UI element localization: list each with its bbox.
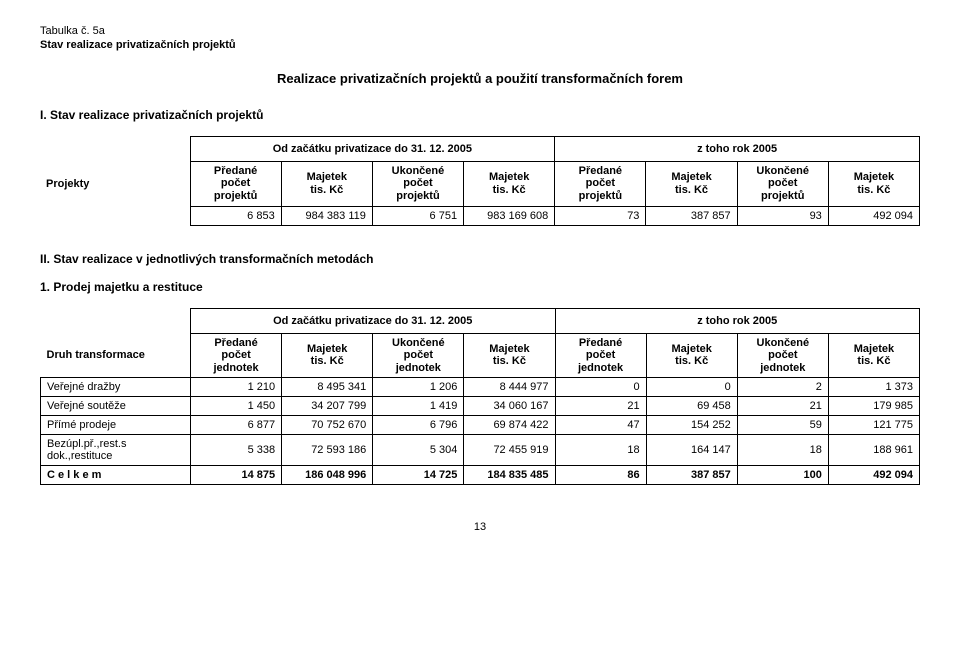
period-a-header: Od začátku privatizace do 31. 12. 2005 [190, 136, 555, 161]
col-head: Předané počet projektů [190, 161, 281, 206]
cell: 18 [737, 435, 828, 466]
cell: 154 252 [646, 416, 737, 435]
table-row: Druh transformace Předané počet jednotek… [41, 333, 920, 378]
col-head: Majetek tis. Kč [646, 333, 737, 378]
col-head: Ukončené počet jednotek [737, 333, 828, 378]
cell: 69 458 [646, 397, 737, 416]
row-label: Projekty [40, 161, 190, 206]
table-row: Od začátku privatizace do 31. 12. 2005 z… [41, 308, 920, 333]
cell: Bezúpl.př.,rest.s dok.,restituce [41, 435, 191, 466]
col-head: Majetek tis. Kč [646, 161, 737, 206]
cell: 70 752 670 [282, 416, 373, 435]
cell: 72 455 919 [464, 435, 555, 466]
cell: 8 495 341 [282, 378, 373, 397]
col-head: Majetek tis. Kč [464, 333, 555, 378]
cell: 184 835 485 [464, 466, 555, 485]
cell: 14 875 [191, 466, 282, 485]
cell: Veřejné dražby [41, 378, 191, 397]
col-head: Majetek tis. Kč [828, 333, 919, 378]
doc-header: Tabulka č. 5a Stav realizace privatizačn… [40, 24, 920, 53]
cell: 6 796 [373, 416, 464, 435]
cell: 164 147 [646, 435, 737, 466]
table-row-total: C e l k e m 14 875 186 048 996 14 725 18… [41, 466, 920, 485]
cell: 47 [555, 416, 646, 435]
cell: 5 304 [373, 435, 464, 466]
cell: 72 593 186 [282, 435, 373, 466]
period-a-header: Od začátku privatizace do 31. 12. 2005 [191, 308, 556, 333]
cell: 179 985 [828, 397, 919, 416]
col-head: Předané počet jednotek [555, 333, 646, 378]
period-b-header: z toho rok 2005 [555, 136, 920, 161]
col-head: Ukončené počet projektů [737, 161, 828, 206]
cell: 8 444 977 [464, 378, 555, 397]
cell: 34 207 799 [282, 397, 373, 416]
cell: 34 060 167 [464, 397, 555, 416]
table-row: Bezúpl.př.,rest.s dok.,restituce 5 338 7… [41, 435, 920, 466]
col-head: Majetek tis. Kč [281, 161, 372, 206]
cell: 492 094 [828, 206, 919, 225]
blank-cell [41, 308, 191, 333]
cell: Přímé prodeje [41, 416, 191, 435]
cell: 387 857 [646, 466, 737, 485]
cell: 2 [737, 378, 828, 397]
cell: 100 [737, 466, 828, 485]
cell: 6 853 [190, 206, 281, 225]
page-title: Realizace privatizačních projektů a použ… [40, 71, 920, 86]
table-row: 6 853 984 383 119 6 751 983 169 608 73 3… [40, 206, 920, 225]
period-b-header: z toho rok 2005 [555, 308, 920, 333]
table-number: Tabulka č. 5a [40, 24, 920, 38]
cell: 983 169 608 [464, 206, 555, 225]
page-number: 13 [40, 521, 920, 533]
cell: 73 [555, 206, 646, 225]
col-head: Ukončené počet projektů [372, 161, 463, 206]
table-row: Projekty Předané počet projektů Majetek … [40, 161, 920, 206]
cell: 18 [555, 435, 646, 466]
cell: 121 775 [828, 416, 919, 435]
col-head: Ukončené počet jednotek [373, 333, 464, 378]
cell: 0 [555, 378, 646, 397]
blank-cell [40, 206, 190, 225]
section-1-heading: I. Stav realizace privatizačních projekt… [40, 108, 920, 122]
row-label: Druh transformace [41, 333, 191, 378]
table-row: Veřejné dražby 1 210 8 495 341 1 206 8 4… [41, 378, 920, 397]
col-head: Majetek tis. Kč [828, 161, 919, 206]
cell: 21 [737, 397, 828, 416]
table-projekty: Od začátku privatizace do 31. 12. 2005 z… [40, 136, 920, 226]
table-row: Veřejné soutěže 1 450 34 207 799 1 419 3… [41, 397, 920, 416]
cell: 6 877 [191, 416, 282, 435]
cell: 188 961 [828, 435, 919, 466]
cell: Veřejné soutěže [41, 397, 191, 416]
cell: 5 338 [191, 435, 282, 466]
table-row: Od začátku privatizace do 31. 12. 2005 z… [40, 136, 920, 161]
col-head: Majetek tis. Kč [464, 161, 555, 206]
cell: 492 094 [828, 466, 919, 485]
cell: 387 857 [646, 206, 737, 225]
cell: 1 206 [373, 378, 464, 397]
col-head: Předané počet projektů [555, 161, 646, 206]
cell: 1 373 [828, 378, 919, 397]
section-2-subheading: 1. Prodej majetku a restituce [40, 280, 920, 294]
col-head: Majetek tis. Kč [282, 333, 373, 378]
cell: 14 725 [373, 466, 464, 485]
cell: 0 [646, 378, 737, 397]
cell: 6 751 [372, 206, 463, 225]
cell: 1 419 [373, 397, 464, 416]
blank-cell [40, 136, 190, 161]
table-row: Přímé prodeje 6 877 70 752 670 6 796 69 … [41, 416, 920, 435]
doc-subtitle: Stav realizace privatizačních projektů [40, 38, 920, 52]
cell: 1 210 [191, 378, 282, 397]
cell: 1 450 [191, 397, 282, 416]
cell: 86 [555, 466, 646, 485]
cell: 69 874 422 [464, 416, 555, 435]
cell: 186 048 996 [282, 466, 373, 485]
col-head: Předané počet jednotek [191, 333, 282, 378]
cell: 21 [555, 397, 646, 416]
cell: C e l k e m [41, 466, 191, 485]
section-2-heading: II. Stav realizace v jednotlivých transf… [40, 252, 920, 266]
cell: 93 [737, 206, 828, 225]
cell: 59 [737, 416, 828, 435]
table-transformace: Od začátku privatizace do 31. 12. 2005 z… [40, 308, 920, 486]
cell: 984 383 119 [281, 206, 372, 225]
